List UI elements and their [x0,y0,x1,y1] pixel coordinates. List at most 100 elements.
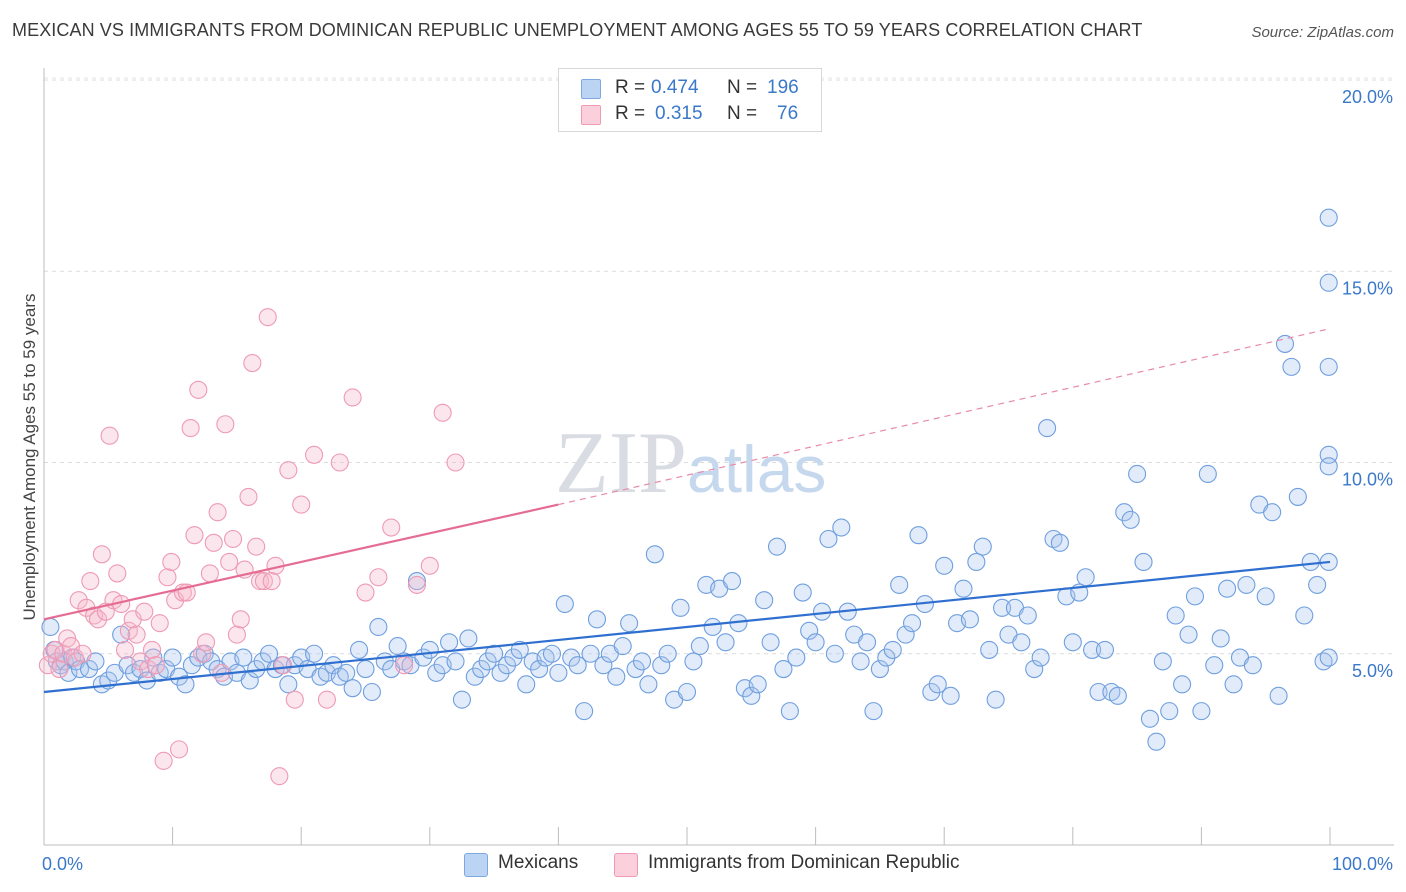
dominican-point [69,591,88,610]
mexicans-point [1269,686,1288,705]
mexicans-point [1288,487,1307,506]
dominican-point [208,503,227,522]
mexicans-point [1166,606,1185,625]
mexicans-point [774,659,793,679]
dominican-trend-line [43,503,559,621]
mexicans-point [1295,606,1314,625]
dominican-point [270,767,289,786]
mexicans-point [1319,457,1338,476]
mexicans-point [1038,419,1057,438]
mexicans-point [1301,552,1320,572]
mexicans-point [1319,208,1338,227]
mexicans-point [1025,659,1044,679]
dominican-point [50,659,69,679]
mexicans-point [407,572,426,591]
mexicans-point [79,659,99,679]
mexicans-point [1031,648,1050,667]
mexicans-point [1147,732,1166,751]
mexicans-point [459,629,478,648]
mexicans-point [1115,503,1134,522]
mexicans-point [1173,675,1192,694]
dominican-point [181,419,200,438]
dominican-point [305,445,324,464]
mexicans-point [1308,575,1327,594]
mexicans-point [388,637,407,656]
mexicans-point [742,686,761,705]
mexicans-point [343,679,362,698]
dominican-point [131,652,150,671]
mexicans-point [909,526,928,545]
mexicans-point [446,652,465,671]
mexicans-point [517,675,536,694]
mexicans-point [497,656,517,675]
mexicans-point [1018,606,1037,625]
mexicans-point [587,610,607,629]
mexicans-point [716,633,735,652]
bottom-legend-dominican-label: Immigrants from Dominican Republic [648,852,960,873]
dominican-point [100,426,119,445]
mexicans-point [1121,510,1140,529]
mexicans-point [362,682,381,702]
mexicans-point [722,572,742,591]
mexicans-point [530,659,549,679]
dominican-point [142,640,162,659]
dominican-point [395,656,414,675]
mexicans-point [350,640,369,659]
x-tick-label: 0.0% [42,854,83,874]
mexicans-point [1153,652,1172,671]
dominican-point [227,625,246,644]
mexicans-point [420,640,439,659]
legend-r-value: 0.474 [651,77,699,98]
mexicans-point [890,575,909,594]
mexicans-point [1319,357,1338,376]
mexicans-point [1083,640,1102,659]
mexicans-point [472,659,491,679]
mexicans-point [877,648,896,667]
mexicans-point [935,556,954,575]
mexicans-point [1205,656,1224,675]
dominican-point [285,690,304,709]
mexicans-point [652,656,671,675]
dominican-point [73,644,92,663]
mexicans-point [163,648,182,667]
correlation-legend: R = 0.474 N = 196 R = 0.315 N = 76 [558,68,822,132]
mexicans-point [748,675,767,694]
y-tick-label: 10.0% [1342,470,1393,490]
dominican-point [196,633,216,652]
dominican-point [135,602,154,621]
mexicans-point [1012,633,1031,652]
dominican-point [204,533,223,552]
mexicans-point [928,675,947,694]
dominican-point [169,740,189,759]
mexicans-point [1237,575,1256,594]
mexicans-point [993,598,1012,617]
mexicans-point [1128,464,1147,484]
dominican-point [446,453,465,472]
mexicans-point [504,648,523,667]
x-tick-labels: 0.0% 100.0% [42,854,1393,874]
dominican-point [154,751,173,770]
dominican-point [317,690,336,709]
dominican-point [146,656,165,675]
dominican-point [92,545,111,564]
legend-swatch-dominican [581,105,601,125]
mexicans-point [960,610,979,629]
dominican-point [274,656,293,675]
mexicans-point [305,644,324,663]
mexicans-point [671,598,690,617]
dominican-point [115,640,135,659]
mexicans-point [703,617,722,637]
mexicans-point [568,656,587,675]
mexicans-point [626,659,645,679]
dominican-point [369,568,388,587]
y-tick-label: 20.0% [1342,87,1393,107]
dominican-point [243,353,262,373]
watermark-atlas: atlas [687,432,826,506]
mexicans-point [549,663,568,682]
mexicans-point [755,591,774,610]
dominican-point [258,308,277,327]
mexicans-point [1140,709,1160,728]
mexicans-point [1263,503,1282,522]
mexicans-point [767,537,787,556]
mexicans-point [1095,640,1114,659]
